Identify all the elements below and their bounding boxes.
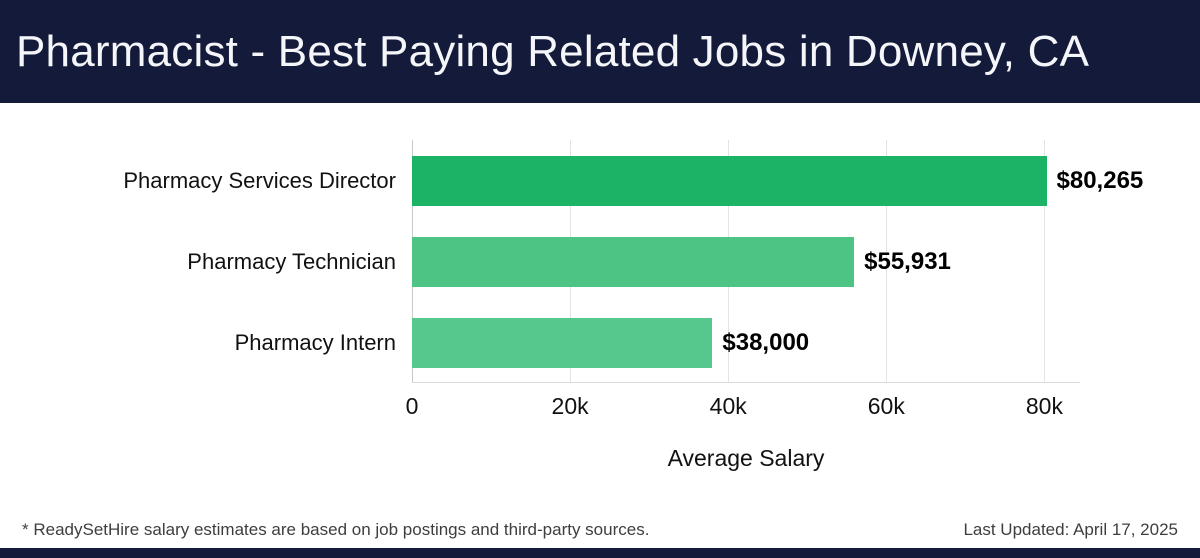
bar-chart: Pharmacy Services Director $80,265 Pharmac… xyxy=(0,140,1200,472)
bar-row: Pharmacy Intern $38,000 xyxy=(0,302,1200,383)
x-axis-tick: 0 xyxy=(405,393,419,419)
x-axis-tick: 20k xyxy=(551,393,589,419)
x-axis-tick: 80k xyxy=(1025,393,1063,419)
x-axis-ticks: 0 20k 40k 60k 80k xyxy=(406,383,1080,425)
x-axis-tick: 60k xyxy=(867,393,905,419)
bar xyxy=(412,155,1047,206)
bar-track: $38,000 xyxy=(412,302,1080,383)
bar-track: $55,931 xyxy=(412,221,1080,302)
bottom-strip xyxy=(0,548,1200,558)
bar xyxy=(412,236,855,287)
bar xyxy=(412,317,713,368)
bar-value-label: $80,265 xyxy=(1056,166,1144,194)
bar-rows: Pharmacy Services Director $80,265 Pharmac… xyxy=(0,140,1200,383)
bar-category-label: Pharmacy Intern xyxy=(234,329,396,355)
bar-category-label: Pharmacy Technician xyxy=(187,248,396,274)
x-axis-tick: 40k xyxy=(709,393,747,419)
bar-value-label: $38,000 xyxy=(722,328,810,356)
bar-row: Pharmacy Services Director $80,265 xyxy=(0,140,1200,221)
last-updated-text: Last Updated: April 17, 2025 xyxy=(963,520,1178,539)
bar-value-label: $55,931 xyxy=(864,247,951,275)
bar-track: $80,265 xyxy=(412,140,1143,221)
bar-row: Pharmacy Technician $55,931 xyxy=(0,221,1200,302)
title-banner: Pharmacist - Best Paying Related Jobs in… xyxy=(0,0,1200,103)
plot-area: Pharmacy Services Director $80,265 Pharmac… xyxy=(0,140,1200,383)
x-axis-label: Average Salary xyxy=(667,445,825,471)
bar-category-label: Pharmacy Services Director xyxy=(123,167,396,193)
page-title: Pharmacist - Best Paying Related Jobs in… xyxy=(16,26,1090,76)
footer-note: * ReadySetHire salary estimates are base… xyxy=(22,520,650,539)
gridline xyxy=(1044,140,1046,382)
gridline xyxy=(886,140,888,382)
footer: * ReadySetHire salary estimates are base… xyxy=(22,520,1178,540)
